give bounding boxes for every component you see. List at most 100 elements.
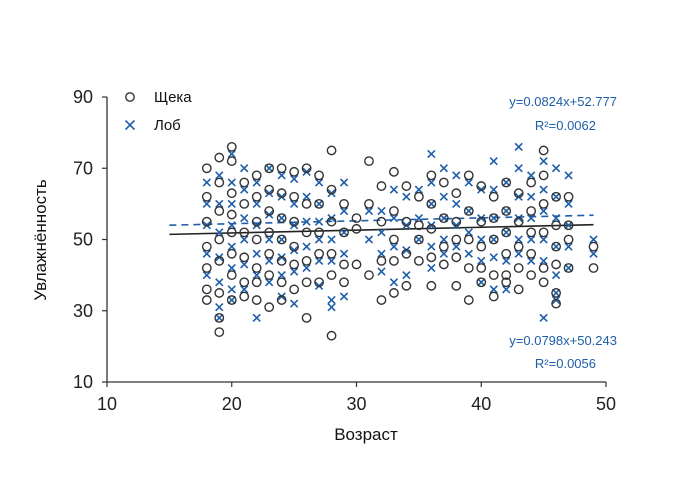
point-cheek [463,295,474,305]
point-forehead [314,256,324,266]
cheek-trend-r2: R²=0.0056 [535,356,596,371]
point-forehead [389,242,399,251]
point-cheek [463,263,474,273]
point-forehead [464,206,473,216]
point-forehead [240,164,249,173]
point-forehead [227,263,236,273]
point-cheek [438,213,449,224]
point-forehead [240,235,249,244]
point-cheek [376,295,387,305]
point-cheek [438,241,449,252]
x-tick-label: 20 [222,394,242,414]
x-tick-label: 40 [471,394,491,414]
point-cheek [488,213,499,224]
point-forehead [427,242,436,251]
point-forehead [489,285,498,294]
point-forehead [277,235,286,244]
point-forehead [539,256,548,266]
point-cheek [276,188,287,199]
point-forehead [277,213,286,223]
point-cheek [513,241,524,252]
point-forehead [265,164,274,173]
point-cheek [538,263,549,273]
point-forehead [452,199,461,209]
point-cheek [389,206,399,216]
point-cheek [351,213,362,224]
point-cheek [513,284,524,295]
point-cheek [301,198,312,209]
point-cheek [563,220,574,231]
point-cheek [538,198,549,209]
y-axis-title: Увлажнённость [31,179,50,301]
point-forehead [439,192,448,201]
point-cheek [551,298,561,309]
point-forehead [564,221,573,230]
point-forehead [265,256,274,266]
point-cheek [289,166,300,177]
point-forehead [252,249,261,258]
point-forehead [502,206,511,216]
point-cheek [501,277,512,288]
point-cheek [488,270,499,281]
point-cheek [214,255,225,266]
point-cheek [239,177,250,188]
point-forehead [402,192,411,201]
point-forehead [302,242,311,251]
point-forehead [339,249,349,258]
point-forehead [202,199,211,209]
point-cheek [513,188,524,199]
point-forehead [327,295,336,305]
point-forehead [589,249,598,258]
point-forehead [215,199,224,209]
point-cheek [201,241,212,252]
point-cheek [201,216,212,227]
point-forehead [202,249,211,258]
point-forehead [551,213,561,223]
x-tick-label: 50 [596,394,616,414]
point-cheek [476,216,487,227]
point-cheek [314,277,324,288]
point-cheek [226,209,237,220]
point-forehead [526,171,536,180]
point-forehead [526,213,536,223]
point-cheek [276,213,287,224]
point-forehead [514,142,523,152]
point-forehead [539,206,548,216]
point-cheek [376,181,387,191]
point-forehead [452,242,461,251]
point-cheek [488,234,499,245]
point-cheek [451,188,462,199]
point-cheek [389,288,399,298]
point-forehead [227,149,236,159]
point-forehead [240,213,249,223]
point-cheek [264,248,275,259]
point-cheek [438,177,449,188]
point-forehead [551,164,561,173]
point-cheek [551,220,561,231]
point-cheek [251,263,262,273]
point-cheek [476,263,487,273]
point-forehead [339,206,349,216]
x-axis-title: Возраст [334,425,398,444]
point-forehead [227,285,236,294]
point-cheek [289,284,300,295]
point-cheek [426,252,437,263]
point-forehead [489,185,498,194]
point-cheek [413,191,424,202]
forehead-trend-r2: R²=0.0062 [535,118,596,133]
point-cheek [289,241,300,252]
point-forehead [240,185,249,194]
point-forehead [215,278,224,287]
legend: Щека Лоб [124,89,192,134]
point-cheek [301,312,312,323]
point-forehead [202,270,211,280]
point-cheek [426,198,437,209]
point-cheek [214,312,225,323]
point-forehead [215,171,224,180]
point-cheek [276,277,287,288]
point-cheek [226,141,237,152]
point-forehead [439,213,448,223]
y-tick-label: 70 [73,158,93,178]
point-cheek [201,163,212,174]
point-forehead [265,235,274,244]
